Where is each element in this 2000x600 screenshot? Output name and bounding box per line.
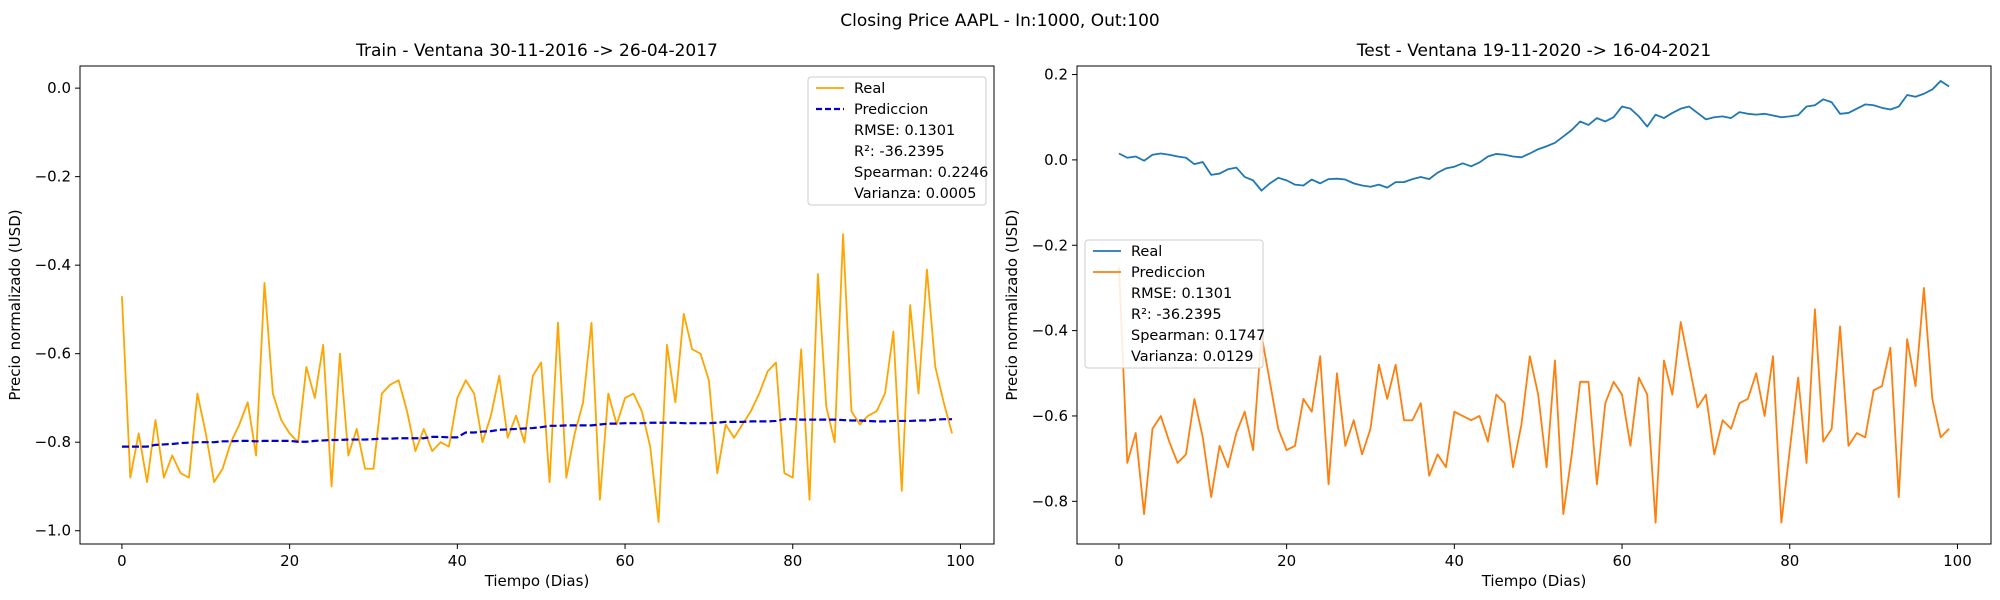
train-x-axis-label: Tiempo (Dias) — [484, 572, 590, 590]
train-y-tick-label: −0.8 — [35, 433, 71, 451]
train-panel: Train - Ventana 30-11-2016 -> 26-04-2017… — [6, 41, 995, 590]
test-y-tick-label: −0.4 — [1032, 322, 1068, 340]
test-y-tick-label: −0.8 — [1032, 492, 1068, 510]
test-legend-label-real: Real — [1131, 244, 1162, 260]
test-chart-title: Test - Ventana 19-11-2020 -> 16-04-2021 — [1356, 41, 1711, 61]
train-x-tick-label: 60 — [615, 552, 634, 570]
test-legend: Real Prediccion RMSE: 0.1301 R²: -36.2395 Sp… — [1084, 239, 1265, 369]
test-series-real-line — [1118, 80, 1950, 192]
train-legend: Real Prediccion RMSE: 0.1301 R²: -36.2395 Sp… — [807, 76, 988, 206]
test-legend-stat: R²: -36.2395 — [1131, 307, 1222, 323]
test-x-tick-label: 0 — [1114, 552, 1124, 570]
train-legend-label-prediccion: Prediccion — [854, 102, 928, 118]
train-series-prediccion-line — [121, 418, 953, 448]
train-axes-frame — [79, 65, 995, 545]
train-y-tick-label: −0.2 — [35, 168, 71, 186]
test-series-prediccion-line — [1118, 266, 1950, 524]
test-legend-stat: Varianza: 0.0129 — [1131, 349, 1253, 365]
train-legend-label-real: Real — [854, 81, 885, 97]
test-x-tick-label: 60 — [1612, 552, 1631, 570]
test-y-tick-label: 0.2 — [1044, 66, 1068, 84]
test-x-tick-label: 80 — [1780, 552, 1799, 570]
test-panel: Test - Ventana 19-11-2020 -> 16-04-2021 0… — [1003, 41, 1992, 590]
test-legend-label-prediccion: Prediccion — [1131, 265, 1205, 281]
test-y-axis-label: Precio normalizado (USD) — [1003, 209, 1021, 400]
train-x-tick-label: 20 — [280, 552, 299, 570]
train-legend-stat: Spearman: 0.2246 — [854, 165, 988, 181]
train-x-tick-label: 0 — [117, 552, 127, 570]
train-legend-stat: Varianza: 0.0005 — [854, 186, 976, 202]
test-x-tick-label: 100 — [1943, 552, 1972, 570]
train-legend-stat: R²: -36.2395 — [854, 144, 945, 160]
test-y-tick-label: −0.6 — [1032, 407, 1068, 425]
test-x-tick-label: 40 — [1445, 552, 1464, 570]
train-legend-box — [807, 76, 987, 206]
test-legend-stat: RMSE: 0.1301 — [1131, 286, 1232, 302]
test-x-axis-label: Tiempo (Dias) — [1481, 572, 1587, 590]
test-legend-box — [1084, 239, 1264, 369]
test-y-tick-label: −0.2 — [1032, 236, 1068, 254]
train-y-tick-label: −0.4 — [35, 256, 71, 274]
train-y-tick-label: −1.0 — [35, 522, 71, 540]
train-x-tick-label: 40 — [448, 552, 467, 570]
train-x-tick-label: 100 — [946, 552, 975, 570]
test-y-tick-label: 0.0 — [1044, 151, 1068, 169]
train-y-tick-label: 0.0 — [47, 79, 71, 97]
train-legend-stat: RMSE: 0.1301 — [854, 123, 955, 139]
train-chart-title: Train - Ventana 30-11-2016 -> 26-04-2017 — [355, 41, 718, 61]
train-x-tick-label: 80 — [783, 552, 802, 570]
figure-suptitle: Closing Price AAPL - In:1000, Out:100 — [840, 11, 1159, 31]
train-y-tick-label: −0.6 — [35, 345, 71, 363]
test-x-tick-label: 20 — [1277, 552, 1296, 570]
test-axes-frame — [1076, 65, 1992, 545]
test-legend-stat: Spearman: 0.1747 — [1131, 328, 1265, 344]
train-y-axis-label: Precio normalizado (USD) — [6, 209, 24, 400]
train-series-real-line — [121, 233, 953, 523]
